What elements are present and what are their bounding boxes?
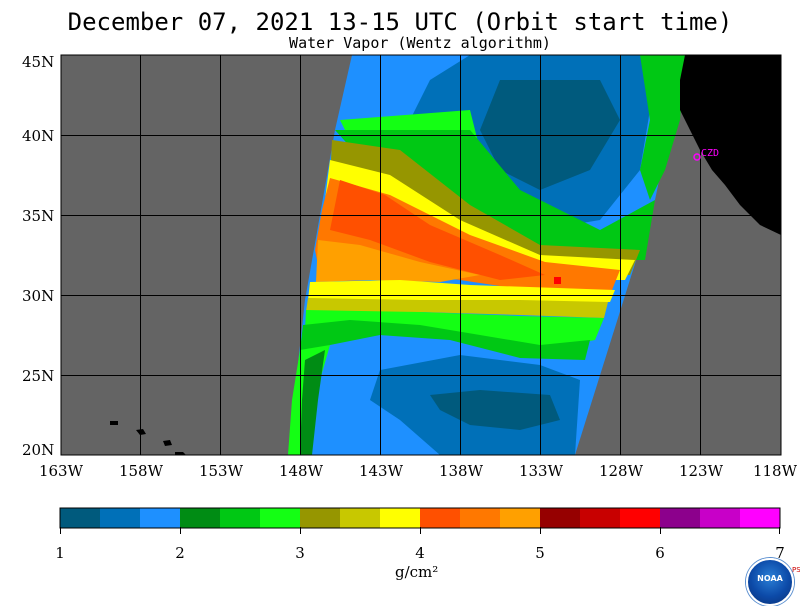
page-subtitle: Water Vapor (Wentz algorithm) (289, 34, 551, 52)
hawaii-island-big (175, 452, 186, 455)
page-title: December 07, 2021 13-15 UTC (Orbit start… (67, 8, 733, 36)
colorbar-segment (260, 508, 301, 528)
colorbar-segment (340, 508, 381, 528)
colorbar-segment (220, 508, 261, 528)
colorbar-segment (500, 508, 541, 528)
colorbar-segment (100, 508, 141, 528)
lat-label-40n: 40N (22, 127, 55, 145)
colorbar-label-4: 4 (415, 544, 425, 562)
colorbar-tick (779, 527, 780, 534)
light-orange-plume-edge (316, 240, 480, 282)
lon-label-133w: 133W (518, 462, 564, 480)
colorbar-label-6: 6 (655, 544, 665, 562)
colorbar-label-1: 1 (55, 544, 65, 562)
noaa-logo-text: NOAA (757, 574, 783, 583)
station-label: CZD (701, 148, 719, 159)
lon-label-143w: 143W (358, 462, 404, 480)
yellow-band-south (308, 280, 615, 302)
lon-label-118w: 118W (752, 462, 798, 480)
colorbar-segment (620, 508, 661, 528)
olive-band-south (306, 298, 608, 318)
colorbar-unit: g/cm² (395, 563, 439, 581)
colorbar-tick (660, 527, 661, 534)
colorbar-tick (540, 527, 541, 534)
olive-band-north (330, 140, 640, 275)
dark-green-band-south (300, 320, 590, 365)
noaa-logo[interactable]: NOAA (746, 558, 794, 606)
lon-label-128w: 128W (598, 462, 644, 480)
colorbar-segment (540, 508, 581, 528)
lon-label-153w: 153W (198, 462, 244, 480)
colorbar-segment (700, 508, 741, 528)
lon-label-123w: 123W (678, 462, 724, 480)
lon-label-138w: 138W (438, 462, 484, 480)
colorbar-segment (740, 508, 781, 528)
colorbar-segment (420, 508, 461, 528)
colorbar-tick (420, 527, 421, 534)
lon-label-163w: 163W (38, 462, 84, 480)
lon-label-158w: 158W (118, 462, 164, 480)
colorbar-segment (140, 508, 181, 528)
colorbar-tick (300, 527, 301, 534)
colorbar-segment (580, 508, 621, 528)
psl-logo-text: PSL (792, 566, 800, 574)
map-frame (60, 54, 782, 456)
map-grid (61, 55, 781, 455)
colorbar-tick (180, 527, 181, 534)
lat-label-20n: 20N (22, 441, 55, 459)
colorbar-label-2: 2 (175, 544, 185, 562)
lat-label-30n: 30N (22, 287, 55, 305)
lat-label-25n: 25N (22, 367, 55, 385)
lon-label-148w: 148W (278, 462, 324, 480)
colorbar-tick (60, 527, 61, 534)
colorbar-segment (180, 508, 221, 528)
dark-green-western-edge (300, 350, 325, 455)
darkest-blue-south-core (430, 390, 560, 430)
hawaii-island-kauai (110, 421, 118, 425)
colorbar (60, 508, 781, 528)
colorbar-segment (660, 508, 701, 528)
green-coastal-strip (640, 55, 685, 200)
colorbar-segment (460, 508, 501, 528)
dark-orange-moisture-core (330, 180, 545, 280)
hawaii-island-maui (163, 440, 172, 446)
colorbar-segment (60, 508, 101, 528)
colorbar-label-3: 3 (295, 544, 305, 562)
red-moisture-spot (554, 277, 561, 284)
lat-label-35n: 35N (22, 207, 55, 225)
colorbar-label-5: 5 (535, 544, 545, 562)
colorbar-label-7: 7 (775, 544, 785, 562)
yellow-band-north (325, 160, 635, 280)
green-band-south (305, 310, 604, 350)
station-marker (693, 153, 701, 161)
colorbar-segment (300, 508, 341, 528)
north-america-land (680, 55, 781, 235)
lat-label-45n: 45N (22, 53, 55, 71)
colorbar-segment (380, 508, 421, 528)
